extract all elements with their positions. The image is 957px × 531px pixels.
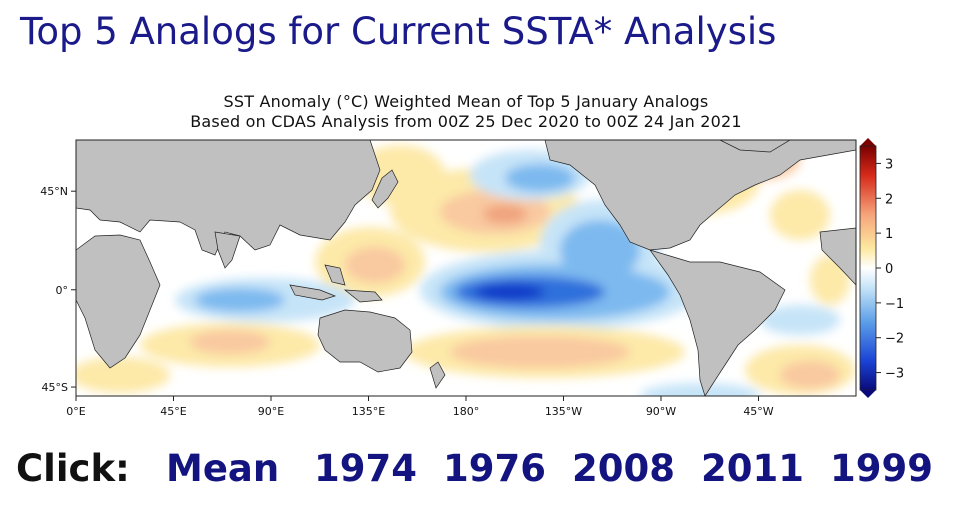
map-plot-area	[76, 140, 856, 396]
colorbar-tick-label: 2	[885, 192, 893, 207]
x-axis-ticks: 0°E 45°E 90°E 135°E 180° 135°W 90°W 45°W	[66, 396, 774, 418]
colorbar-tick-label: 3	[885, 157, 893, 172]
map-title-line1: SST Anomaly (°C) Weighted Mean of Top 5 …	[223, 92, 709, 111]
y-tick-label: 45°N	[40, 185, 68, 198]
x-tick-label: 45°W	[743, 405, 773, 418]
anomaly-field	[76, 140, 855, 396]
click-label: Click:	[16, 447, 130, 490]
y-axis-ticks: 45°N 0° 45°S	[40, 185, 76, 394]
link-1976[interactable]: 1976	[443, 447, 546, 490]
x-tick-label: 0°E	[66, 405, 85, 418]
map-title-line2: Based on CDAS Analysis from 00Z 25 Dec 2…	[190, 112, 742, 131]
x-tick-label: 135°E	[352, 405, 385, 418]
x-tick-label: 90°W	[646, 405, 676, 418]
link-1974[interactable]: 1974	[314, 447, 417, 490]
x-tick-label: 45°E	[160, 405, 186, 418]
link-2008[interactable]: 2008	[572, 447, 675, 490]
colorbar-tick-label: 0	[885, 262, 893, 277]
x-tick-label: 135°W	[545, 405, 582, 418]
x-tick-label: 180°	[453, 405, 480, 418]
y-tick-label: 45°S	[42, 381, 68, 394]
colorbar: 3 2 1 0 −1 −2 −3	[859, 138, 904, 398]
link-1999[interactable]: 1999	[830, 447, 933, 490]
colorbar-tick-label: −2	[885, 332, 904, 347]
land-masses	[76, 140, 856, 396]
colorbar-tick-label: 1	[885, 227, 893, 242]
x-tick-label: 90°E	[258, 405, 284, 418]
y-tick-label: 0°	[56, 284, 69, 297]
colorbar-tick-label: −1	[885, 297, 904, 312]
link-mean[interactable]: Mean	[166, 447, 280, 490]
analog-link-row: Click: Mean 1974 1976 2008 2011 1999	[16, 447, 946, 497]
link-2011[interactable]: 2011	[701, 447, 804, 490]
colorbar-tick-label: −3	[885, 367, 904, 382]
page-title: Top 5 Analogs for Current SSTA* Analysis	[20, 10, 777, 53]
